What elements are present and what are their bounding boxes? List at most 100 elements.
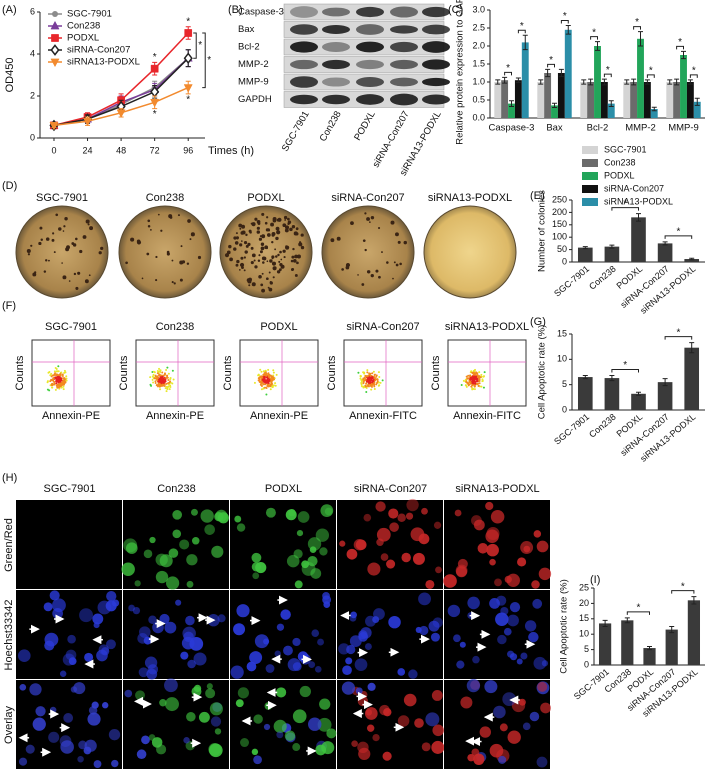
cell	[265, 664, 275, 673]
marker	[183, 84, 193, 93]
significance-label: *	[606, 65, 610, 76]
cell	[485, 501, 494, 511]
colony	[235, 232, 238, 235]
flow-dot	[160, 382, 163, 385]
cell	[112, 599, 120, 607]
colony	[260, 246, 265, 251]
cell	[456, 566, 468, 578]
flow-dot	[167, 385, 170, 388]
cell	[497, 634, 507, 645]
flow-dot	[360, 385, 363, 388]
cell	[172, 509, 183, 520]
flow-dot	[375, 383, 378, 386]
cell	[121, 562, 135, 576]
colony	[395, 232, 399, 237]
flow-dot	[373, 373, 376, 376]
flow-dot	[365, 391, 368, 394]
blot-lane-label: PODXL	[352, 109, 378, 142]
cell	[486, 526, 500, 541]
bar	[594, 46, 601, 118]
cell	[516, 658, 523, 665]
flow-dot	[54, 376, 57, 379]
significance-bracket	[689, 74, 698, 78]
colony	[236, 237, 239, 240]
panel-label: (B)	[228, 4, 243, 16]
marker	[49, 122, 59, 131]
bar	[577, 377, 593, 410]
x-tick-label: Caspase-3	[489, 123, 535, 134]
flow-dot	[152, 381, 155, 384]
cell	[68, 657, 77, 666]
cell	[537, 681, 548, 692]
flow-dot	[475, 371, 478, 374]
cell	[179, 539, 190, 550]
cell	[503, 627, 512, 636]
colony	[271, 233, 275, 237]
cell	[193, 652, 207, 666]
flow-dot	[264, 381, 267, 384]
colony	[155, 255, 158, 259]
cell	[292, 637, 301, 647]
significance-bracket	[664, 336, 693, 340]
cell	[317, 638, 324, 646]
flow-dot	[264, 386, 267, 389]
blot-band	[422, 41, 450, 53]
significance-label: *	[635, 17, 639, 28]
error-bar	[609, 375, 615, 382]
bar	[680, 55, 687, 118]
colony	[262, 261, 265, 264]
cell	[382, 751, 392, 761]
cell	[138, 626, 151, 638]
significance-label: *	[563, 11, 567, 22]
cell	[536, 756, 548, 768]
cell	[403, 693, 417, 707]
flow-dot	[156, 385, 159, 388]
flow-dot	[368, 381, 371, 384]
cell	[433, 521, 442, 529]
flow-dot	[149, 383, 152, 386]
bar	[623, 82, 631, 118]
flow-dot	[261, 378, 264, 381]
cell	[143, 636, 152, 645]
x-tick-label: Con238	[587, 412, 618, 440]
cell	[237, 687, 249, 699]
flow-dot	[166, 387, 169, 390]
blot-band	[290, 94, 318, 105]
colony	[269, 281, 273, 285]
cell	[254, 634, 269, 649]
marker	[183, 52, 193, 65]
flow-dot	[474, 368, 477, 371]
colony	[287, 220, 292, 224]
cell	[292, 743, 301, 752]
flow-dot	[376, 378, 379, 381]
y-tick-label: 10	[557, 354, 567, 364]
cell	[319, 547, 328, 556]
cell	[471, 515, 482, 526]
flow-dot	[54, 372, 57, 375]
bar	[630, 82, 638, 118]
significance-label: *	[649, 65, 653, 76]
flow-dot	[465, 385, 468, 388]
cell	[431, 690, 443, 701]
colony	[186, 262, 190, 265]
flow-dot	[57, 379, 60, 382]
flow-dot	[272, 384, 275, 387]
flow-x-label: Annexin-PE	[42, 410, 100, 422]
cell	[208, 743, 222, 756]
colony	[62, 230, 65, 232]
colony	[61, 262, 63, 264]
flow-dot	[161, 371, 164, 374]
blot-band	[390, 41, 418, 53]
colony	[155, 279, 158, 282]
flow-dot	[377, 381, 380, 384]
bar	[537, 82, 545, 118]
bar	[521, 42, 529, 118]
flow-dot	[57, 386, 60, 389]
blot-band	[290, 41, 318, 53]
flow-dot	[270, 379, 273, 382]
cell	[486, 543, 499, 557]
cell	[236, 604, 250, 618]
x-axis-label: Times (h)	[208, 145, 254, 157]
colony	[297, 254, 301, 259]
